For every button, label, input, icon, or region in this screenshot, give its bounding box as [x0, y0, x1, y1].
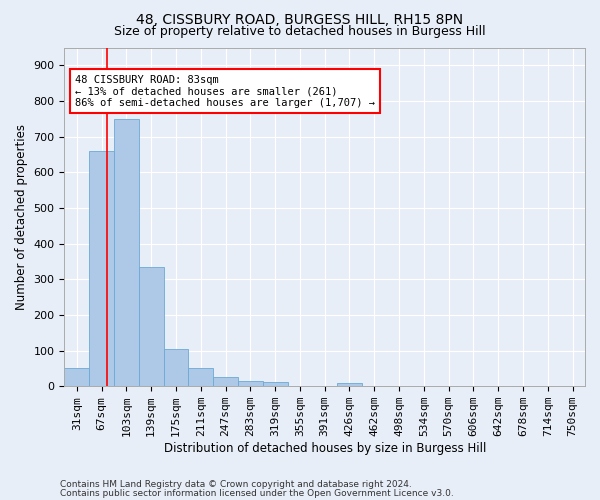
- Text: 48, CISSBURY ROAD, BURGESS HILL, RH15 8PN: 48, CISSBURY ROAD, BURGESS HILL, RH15 8P…: [136, 12, 464, 26]
- Bar: [337, 382, 362, 386]
- Bar: [213, 378, 238, 386]
- Bar: [188, 368, 213, 386]
- Text: Contains HM Land Registry data © Crown copyright and database right 2024.: Contains HM Land Registry data © Crown c…: [60, 480, 412, 489]
- Text: 48 CISSBURY ROAD: 83sqm
← 13% of detached houses are smaller (261)
86% of semi-d: 48 CISSBURY ROAD: 83sqm ← 13% of detache…: [75, 74, 375, 108]
- Bar: [263, 382, 287, 386]
- Bar: [238, 381, 263, 386]
- Text: Size of property relative to detached houses in Burgess Hill: Size of property relative to detached ho…: [114, 25, 486, 38]
- Text: Contains public sector information licensed under the Open Government Licence v3: Contains public sector information licen…: [60, 488, 454, 498]
- Bar: [89, 151, 114, 386]
- Bar: [114, 119, 139, 386]
- Y-axis label: Number of detached properties: Number of detached properties: [15, 124, 28, 310]
- Bar: [164, 349, 188, 386]
- Bar: [139, 267, 164, 386]
- Bar: [64, 368, 89, 386]
- X-axis label: Distribution of detached houses by size in Burgess Hill: Distribution of detached houses by size …: [164, 442, 486, 455]
